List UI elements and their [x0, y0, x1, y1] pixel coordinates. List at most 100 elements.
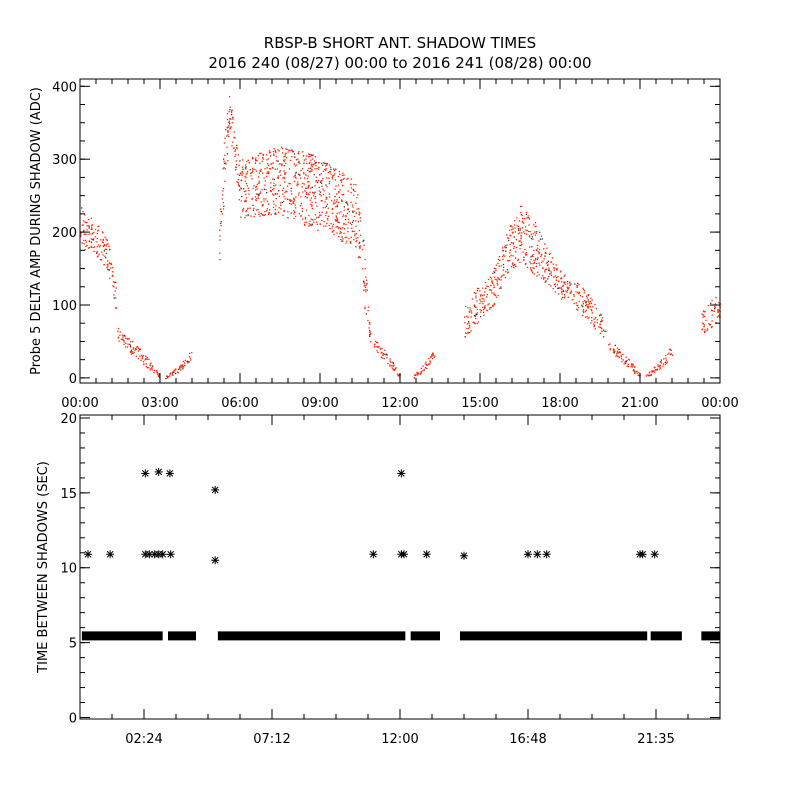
- data-point: [276, 168, 279, 170]
- data-point: [468, 322, 470, 324]
- data-point: [91, 227, 93, 229]
- data-point: [566, 291, 568, 293]
- data-point: [521, 205, 523, 207]
- data-point: [476, 322, 478, 325]
- data-point: [483, 300, 485, 302]
- data-point: [169, 372, 172, 374]
- data-point: [355, 225, 357, 227]
- data-point: [245, 210, 247, 213]
- data-point: [316, 205, 318, 207]
- data-point: [507, 271, 510, 273]
- data-point: [363, 285, 365, 287]
- data-point: [135, 355, 137, 357]
- data-point: [534, 234, 536, 236]
- data-point: [575, 302, 577, 304]
- x-tick-label: 21:35: [637, 732, 674, 747]
- data-point: [228, 120, 230, 122]
- data-point: [389, 360, 391, 362]
- data-point: [97, 244, 100, 246]
- data-point: [259, 191, 262, 193]
- data-point: [632, 364, 634, 366]
- data-point: [105, 245, 107, 247]
- data-point: [230, 110, 233, 112]
- data-point: [483, 298, 485, 300]
- data-point: [313, 163, 315, 165]
- data-point: [521, 217, 524, 220]
- data-point: [429, 360, 431, 362]
- data-point: [268, 150, 271, 152]
- data-point: [514, 219, 516, 222]
- data-point: [104, 236, 106, 238]
- data-point: [265, 188, 267, 191]
- data-point: [665, 362, 668, 364]
- x-tick-label: 16:48: [509, 732, 546, 747]
- data-point: [544, 281, 546, 283]
- data-point: [269, 151, 271, 153]
- data-point: [354, 190, 356, 192]
- data-point: [544, 269, 546, 271]
- data-point: [132, 352, 134, 355]
- data-point: [252, 169, 254, 171]
- data-point: [519, 240, 521, 242]
- data-point: [351, 204, 354, 206]
- data-point: [290, 187, 292, 189]
- data-point: [261, 160, 263, 163]
- data-point: [102, 254, 104, 256]
- data-point: [545, 252, 547, 255]
- data-point: [714, 303, 716, 305]
- data-point: [328, 181, 331, 183]
- data-point: [284, 172, 286, 174]
- data-point: [331, 199, 333, 202]
- data-point: [318, 179, 320, 182]
- data-point: [333, 174, 335, 177]
- data-point: [620, 354, 622, 356]
- data-point: [328, 196, 331, 198]
- data-point: [365, 291, 367, 293]
- data-point: [296, 183, 298, 185]
- data-band: [217, 631, 406, 641]
- data-point: [516, 217, 518, 219]
- data-point: [324, 168, 326, 171]
- data-point: [94, 228, 97, 231]
- data-point: [303, 172, 305, 174]
- data-point: [352, 211, 354, 213]
- data-point: [225, 162, 227, 164]
- data-point: [622, 359, 624, 361]
- x-tick-label: 12:00: [381, 396, 418, 411]
- data-point: [336, 220, 338, 222]
- data-point: [273, 203, 275, 205]
- data-point: [269, 168, 272, 170]
- data-point: [325, 168, 327, 170]
- data-point: [306, 187, 308, 189]
- data-point: [525, 254, 527, 256]
- data-point: [500, 265, 502, 267]
- data-point: [473, 292, 475, 294]
- data-point: [298, 151, 300, 153]
- data-point: [287, 217, 289, 219]
- data-point: [475, 317, 477, 320]
- data-point: [113, 286, 115, 288]
- data-point: [110, 263, 113, 266]
- data-point: [509, 252, 511, 254]
- data-point: [312, 154, 314, 156]
- data-point: [289, 200, 292, 202]
- data-point: [529, 236, 531, 238]
- data-point: [295, 159, 298, 161]
- data-point: [129, 346, 132, 348]
- data-point: [512, 264, 514, 267]
- data-point: [97, 230, 99, 232]
- data-point: [585, 309, 587, 311]
- data-point: [306, 197, 309, 199]
- data-point: [666, 361, 669, 363]
- data-point: [662, 363, 664, 365]
- data-point: [578, 284, 580, 286]
- data-point: [626, 365, 628, 367]
- data-point: [335, 201, 337, 203]
- data-point: [311, 224, 313, 227]
- data-point: [541, 238, 543, 240]
- data-point: [508, 239, 510, 242]
- data-point: [350, 187, 353, 189]
- data-point: [131, 351, 133, 353]
- data-point: [555, 279, 557, 281]
- data-point: [227, 134, 229, 136]
